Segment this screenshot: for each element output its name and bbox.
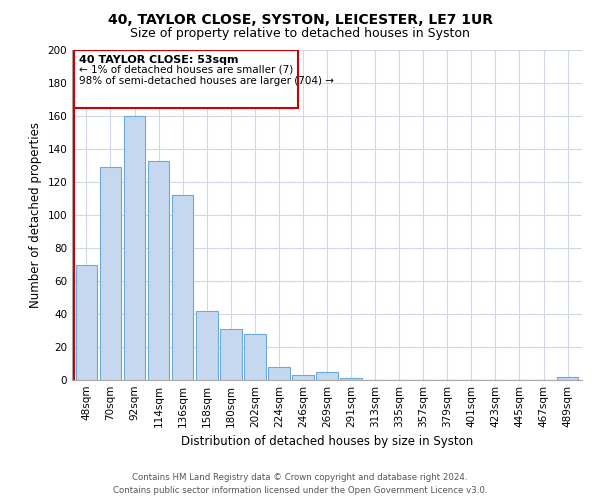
Text: 40 TAYLOR CLOSE: 53sqm: 40 TAYLOR CLOSE: 53sqm [79,55,239,65]
Text: Size of property relative to detached houses in Syston: Size of property relative to detached ho… [130,28,470,40]
Bar [340,378,362,380]
Bar [268,367,290,380]
Text: Contains HM Land Registry data © Crown copyright and database right 2024.
Contai: Contains HM Land Registry data © Crown c… [113,474,487,495]
Bar [316,372,338,380]
Bar [172,195,193,380]
Bar [292,375,314,380]
Bar [100,167,121,380]
Y-axis label: Number of detached properties: Number of detached properties [29,122,42,308]
Bar [76,264,97,380]
Bar [74,50,298,108]
Text: 98% of semi-detached houses are larger (704) →: 98% of semi-detached houses are larger (… [79,76,334,86]
X-axis label: Distribution of detached houses by size in Syston: Distribution of detached houses by size … [181,436,473,448]
Bar [148,160,169,380]
Text: ← 1% of detached houses are smaller (7): ← 1% of detached houses are smaller (7) [79,65,293,75]
Bar [220,329,242,380]
Bar [196,310,218,380]
Bar [244,334,266,380]
Text: 40, TAYLOR CLOSE, SYSTON, LEICESTER, LE7 1UR: 40, TAYLOR CLOSE, SYSTON, LEICESTER, LE7… [107,12,493,26]
Bar [124,116,145,380]
Bar [557,376,578,380]
